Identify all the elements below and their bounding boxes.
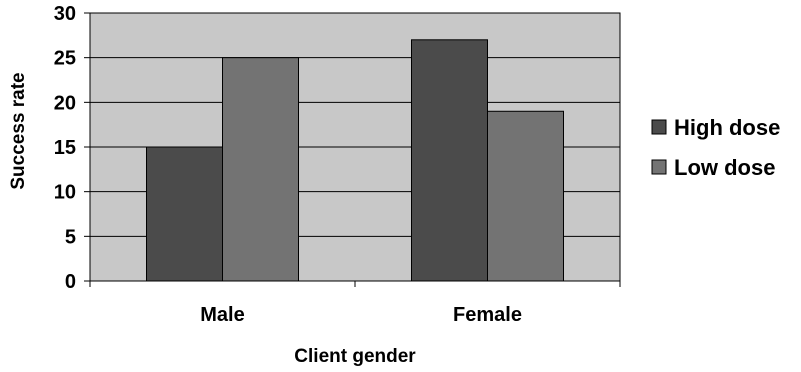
- bar-high-dose-male: [146, 146, 223, 282]
- axes: [84, 12, 621, 287]
- y-tick-label: 5: [65, 226, 76, 248]
- x-tick-labels: Male Female: [200, 304, 522, 326]
- x-tick-label: Female: [453, 304, 522, 326]
- legend-swatch: [651, 119, 667, 135]
- bar-low-dose-female: [487, 110, 564, 282]
- y-tick-label: 30: [54, 3, 76, 25]
- x-tick-label: Male: [200, 304, 244, 326]
- y-tick-labels: 0 5 10 15 20 25 30: [54, 3, 76, 293]
- y-tick-label: 20: [54, 92, 76, 114]
- y-tick-label: 25: [54, 48, 76, 70]
- legend-swatch: [651, 159, 667, 175]
- x-axis-title: Client gender: [294, 346, 416, 367]
- y-tick-label: 15: [54, 137, 76, 159]
- y-tick-label: 10: [54, 182, 76, 204]
- bars: [146, 39, 564, 282]
- legend: High dose Low dose: [651, 115, 780, 180]
- bar-high-dose-female: [411, 39, 488, 282]
- legend-label: High dose: [674, 115, 780, 140]
- legend-label: Low dose: [674, 155, 775, 180]
- y-axis-title: Success rate: [8, 72, 29, 189]
- y-tick-label: 0: [65, 271, 76, 293]
- bar-low-dose-male: [222, 57, 299, 282]
